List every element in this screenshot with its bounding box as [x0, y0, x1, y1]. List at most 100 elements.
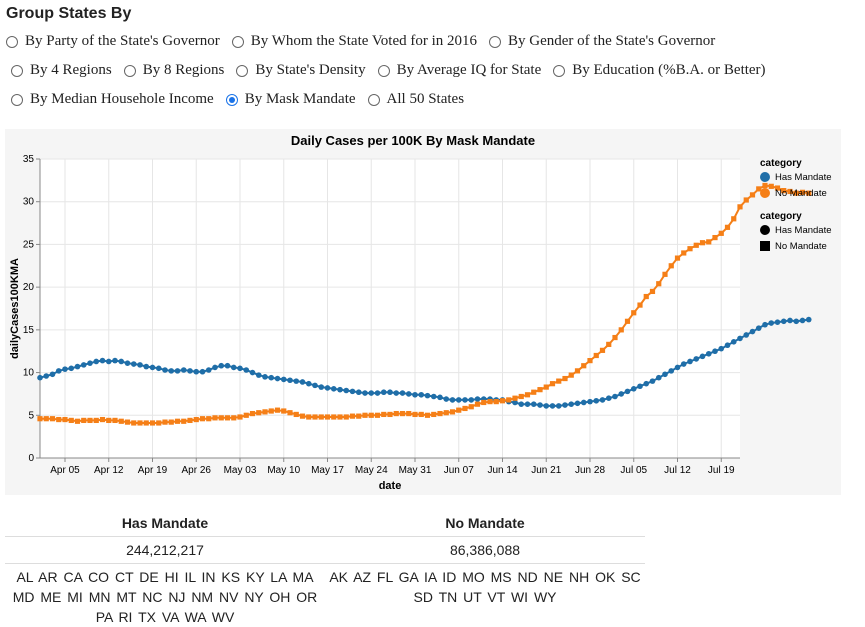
point-no-mandate	[424, 412, 431, 418]
point-no-mandate	[768, 183, 774, 189]
legend-color-swatch	[760, 188, 770, 198]
point-has-mandate	[230, 364, 237, 371]
point-no-mandate	[312, 414, 318, 420]
point-no-mandate	[149, 420, 156, 426]
legend-color-label: Has Mandate	[775, 172, 832, 183]
point-has-mandate	[724, 342, 731, 349]
radio-label: By 8 Regions	[142, 62, 225, 78]
radio-row-2: By 4 Regions By 8 Regions By State's Den…	[11, 62, 778, 79]
x-tick-label: May 24	[355, 465, 388, 476]
point-no-mandate	[724, 224, 731, 230]
point-has-mandate	[318, 384, 325, 390]
point-no-mandate	[43, 416, 49, 422]
point-no-mandate	[37, 416, 43, 422]
x-tick-label: Apr 19	[138, 465, 168, 476]
point-no-mandate	[468, 404, 474, 410]
group-states-heading: Group States By	[6, 5, 132, 22]
point-has-mandate	[762, 321, 768, 328]
point-no-mandate	[462, 405, 468, 412]
radio-education[interactable]: By Education (%B.A. or Better)	[553, 62, 766, 79]
point-has-mandate	[180, 367, 187, 373]
radio-button[interactable]	[11, 93, 23, 106]
point-no-mandate	[224, 415, 231, 421]
radio-button[interactable]	[6, 35, 18, 48]
radio-all-50-states[interactable]: All 50 States	[367, 91, 464, 108]
point-has-mandate	[468, 397, 475, 403]
y-tick-label: 35	[23, 154, 35, 165]
point-has-mandate	[312, 382, 318, 389]
point-no-mandate	[93, 417, 99, 424]
radio-voted-2016[interactable]: By Whom the State Voted for in 2016	[231, 33, 478, 50]
point-no-mandate	[743, 197, 749, 203]
radio-label: By Median Househole Income	[30, 91, 214, 107]
point-has-mandate	[793, 318, 800, 325]
point-has-mandate	[518, 401, 525, 407]
point-has-mandate	[118, 358, 125, 365]
point-has-mandate	[349, 388, 356, 395]
radio-label: By Mask Mandate	[244, 91, 356, 107]
point-no-mandate	[356, 413, 362, 419]
point-no-mandate	[737, 204, 743, 210]
point-has-mandate	[68, 365, 75, 372]
point-no-mandate	[781, 188, 787, 194]
point-no-mandate	[749, 192, 756, 198]
radio-party-governor[interactable]: By Party of the State's Governor	[6, 33, 220, 50]
point-has-mandate	[380, 389, 387, 396]
radio-button-selected[interactable]	[225, 93, 238, 106]
point-no-mandate	[531, 389, 537, 395]
point-no-mandate	[437, 410, 443, 417]
radio-button[interactable]	[123, 64, 136, 77]
point-has-mandate	[774, 319, 781, 325]
x-tick-label: May 31	[399, 465, 432, 476]
point-no-mandate	[287, 410, 293, 416]
point-has-mandate	[337, 386, 343, 393]
chart-panel: 0 5 10 15 20 25 30 35 Apr 05 Apr 12 Apr 19 Apr 26 Ma…	[5, 129, 841, 495]
point-no-mandate	[656, 281, 662, 287]
radio-button[interactable]	[489, 35, 502, 48]
radio-button[interactable]	[367, 93, 380, 106]
radio-label: By Whom the State Voted for in 2016	[250, 33, 478, 49]
point-no-mandate	[712, 234, 718, 241]
radio-density[interactable]: By State's Density	[236, 62, 366, 79]
radio-label: By State's Density	[255, 62, 366, 78]
radio-button[interactable]	[231, 35, 244, 48]
radio-label: By 4 Regions	[30, 62, 112, 78]
x-tick-label: May 03	[224, 465, 257, 476]
point-no-mandate	[449, 409, 456, 415]
radio-8-regions[interactable]: By 8 Regions	[123, 62, 225, 79]
radio-4-regions[interactable]: By 4 Regions	[11, 62, 112, 79]
point-no-mandate	[212, 415, 218, 421]
point-no-mandate	[506, 397, 512, 403]
point-no-mandate	[343, 414, 349, 420]
point-no-mandate	[668, 263, 674, 269]
plot-area	[40, 159, 740, 458]
radio-median-income[interactable]: By Median Househole Income	[11, 91, 214, 108]
point-has-mandate	[418, 391, 425, 398]
point-has-mandate	[55, 368, 62, 374]
radio-mask-mandate[interactable]: By Mask Mandate	[225, 91, 356, 108]
point-no-mandate	[418, 411, 424, 418]
point-has-mandate	[368, 390, 375, 396]
radio-button[interactable]	[377, 64, 390, 77]
point-no-mandate	[74, 418, 81, 424]
point-has-mandate	[387, 389, 393, 396]
point-no-mandate	[631, 310, 637, 316]
radio-button[interactable]	[11, 64, 23, 77]
header-no-mandate: No Mandate	[445, 515, 525, 531]
point-no-mandate	[774, 185, 781, 191]
point-no-mandate	[274, 407, 281, 413]
radio-gender-governor[interactable]: By Gender of the State's Governor	[489, 33, 715, 50]
radio-row-3: By Median Househole Income By Mask Manda…	[11, 91, 476, 108]
point-has-mandate	[393, 390, 400, 396]
y-tick-label: 15	[23, 325, 35, 336]
point-has-mandate	[37, 374, 43, 381]
point-has-mandate	[362, 390, 368, 396]
radio-button[interactable]	[553, 64, 566, 77]
point-no-mandate	[524, 392, 531, 398]
point-has-mandate	[424, 392, 431, 399]
point-no-mandate	[99, 416, 106, 423]
radio-average-iq[interactable]: By Average IQ for State	[377, 62, 541, 79]
point-has-mandate	[799, 317, 806, 324]
radio-button[interactable]	[236, 64, 249, 77]
point-has-mandate	[268, 374, 275, 381]
